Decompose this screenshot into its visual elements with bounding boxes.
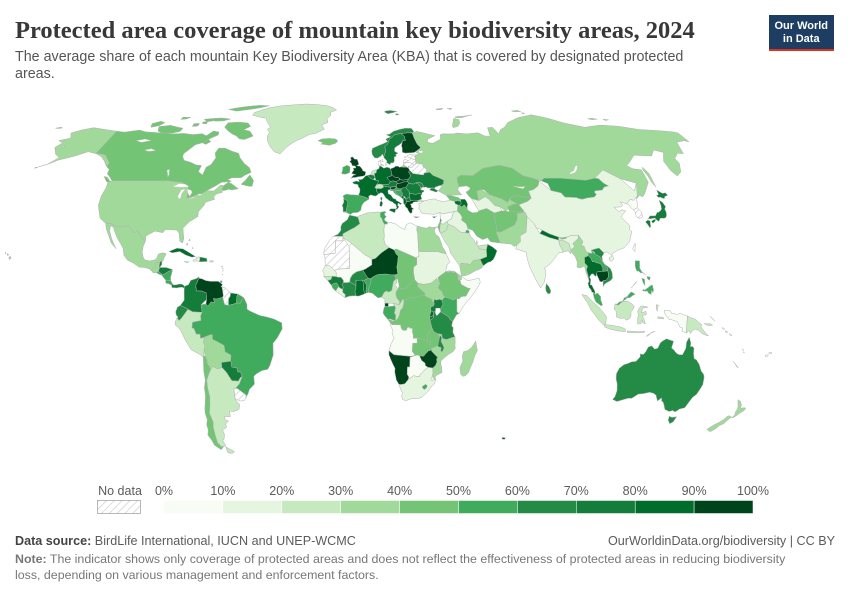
svg-text:50%: 50%	[446, 484, 471, 498]
svg-text:10%: 10%	[210, 484, 235, 498]
svg-text:60%: 60%	[505, 484, 530, 498]
svg-text:No data: No data	[98, 484, 142, 498]
svg-text:40%: 40%	[387, 484, 412, 498]
svg-text:20%: 20%	[269, 484, 294, 498]
svg-text:0%: 0%	[155, 484, 173, 498]
svg-text:30%: 30%	[328, 484, 353, 498]
svg-text:100%: 100%	[737, 484, 769, 498]
svg-text:90%: 90%	[682, 484, 707, 498]
svg-text:70%: 70%	[564, 484, 589, 498]
svg-text:80%: 80%	[623, 484, 648, 498]
